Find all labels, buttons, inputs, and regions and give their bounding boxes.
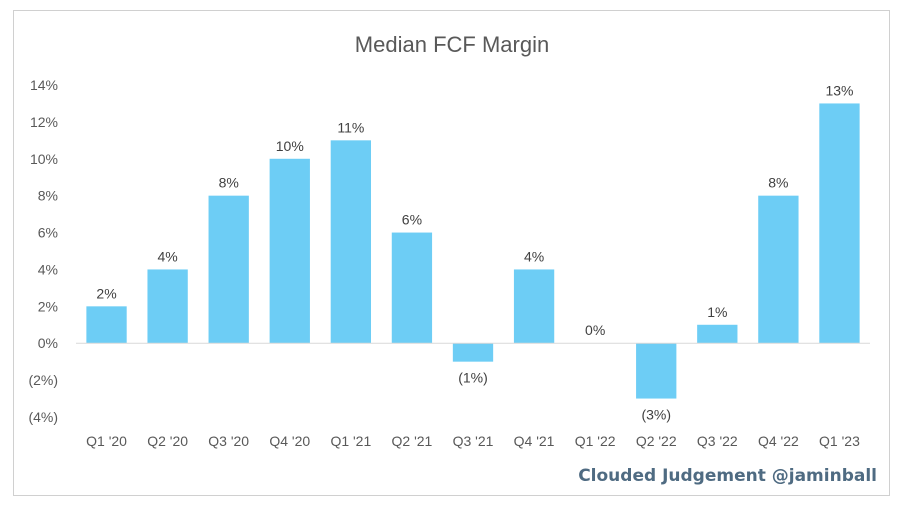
x-tick-label: Q4 '20 (269, 433, 310, 449)
x-tick-label: Q3 '22 (697, 433, 738, 449)
bar (86, 306, 127, 344)
x-tick-label: Q2 '22 (636, 433, 677, 449)
data-label: 1% (707, 304, 727, 320)
data-labels: 2% 4% 8% 10% 11% 6% (1%) 4% 0% (3%) 1% 8% 13% (96, 82, 853, 422)
bar (819, 103, 860, 344)
bar (208, 195, 249, 344)
y-tick-label: 2% (38, 298, 58, 314)
y-axis: 14% 12% 10% 8% 6% 4% 2% 0% (2%) (4%) (28, 77, 58, 425)
x-tick-label: Q1 '23 (819, 433, 860, 449)
bar (391, 232, 433, 344)
data-label: 0% (585, 322, 605, 338)
watermark-credit: Clouded Judgement @jaminball (578, 466, 877, 486)
data-label: 10% (276, 138, 304, 154)
data-label: 6% (402, 212, 422, 228)
x-tick-label: Q4 '22 (758, 433, 799, 449)
bar (147, 269, 188, 344)
bar (513, 269, 555, 344)
bar (758, 195, 799, 344)
y-tick-label: 10% (30, 151, 58, 167)
data-label: (3%) (641, 407, 671, 423)
y-tick-label: (4%) (28, 409, 58, 425)
chart-frame (13, 10, 890, 496)
x-tick-label: Q2 '20 (147, 433, 188, 449)
x-tick-label: Q2 '21 (392, 433, 433, 449)
x-tick-label: Q3 '21 (453, 433, 494, 449)
y-tick-label: 0% (38, 335, 58, 351)
x-tick-label: Q1 '20 (86, 433, 127, 449)
y-tick-label: 6% (38, 225, 58, 241)
x-tick-label: Q1 '22 (575, 433, 616, 449)
data-label: 11% (337, 119, 364, 135)
bar (636, 343, 677, 399)
data-label: 8% (219, 175, 239, 191)
x-tick-label: Q4 '21 (514, 433, 555, 449)
bars (86, 103, 860, 399)
chart-title: Median FCF Margin (355, 32, 549, 57)
y-tick-label: (2%) (28, 372, 58, 388)
y-tick-label: 4% (38, 261, 58, 277)
x-tick-label: Q1 '21 (330, 433, 371, 449)
bar (269, 158, 310, 344)
y-tick-label: 12% (30, 114, 58, 130)
x-tick-label: Q3 '20 (208, 433, 249, 449)
bar (330, 140, 372, 344)
data-label: 13% (825, 82, 853, 98)
bar (452, 343, 494, 362)
data-label: 4% (157, 248, 177, 264)
data-label: (1%) (458, 370, 488, 386)
y-tick-label: 14% (30, 77, 58, 93)
data-label: 8% (768, 175, 788, 191)
x-axis: Q1 '20 Q2 '20 Q3 '20 Q4 '20 Q1 '21 Q2 '21 Q3 '… (86, 433, 860, 449)
data-label: 2% (96, 285, 116, 301)
data-label: 4% (524, 248, 544, 264)
y-tick-label: 8% (38, 188, 58, 204)
bar (697, 324, 738, 344)
